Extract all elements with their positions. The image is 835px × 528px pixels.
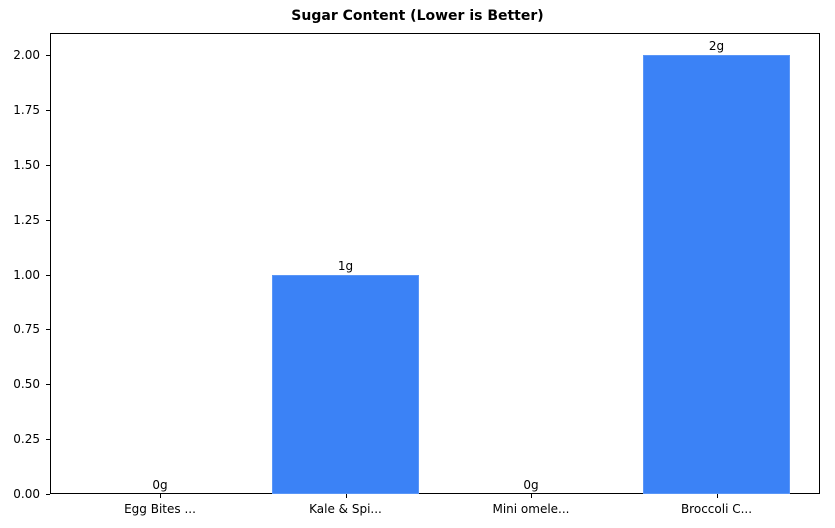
- bar: [643, 55, 790, 494]
- y-tick-label: 0.75: [13, 322, 40, 337]
- x-tick-mark: [531, 494, 532, 498]
- y-tick-mark: [46, 55, 50, 56]
- x-tick-mark: [716, 494, 718, 498]
- x-tick-label: Broccoli C...: [680, 502, 753, 516]
- y-tick-label: 0.25: [13, 432, 40, 447]
- y-tick-mark: [46, 219, 50, 221]
- y-tick-label: 0.50: [13, 377, 40, 392]
- bar-value-label: 2g: [708, 39, 725, 53]
- bar-value-label: 0g: [523, 478, 539, 492]
- y-tick-mark: [46, 274, 50, 276]
- x-tick-mark: [345, 494, 347, 498]
- x-tick-mark: [160, 494, 161, 498]
- x-tick-label: Egg Bites ...: [124, 502, 196, 516]
- y-tick-label: 2.00: [13, 48, 40, 62]
- y-tick-mark: [46, 439, 50, 441]
- y-tick-mark: [46, 109, 50, 111]
- bar: [272, 274, 419, 494]
- y-tick-mark: [46, 164, 50, 166]
- y-tick-mark: [46, 494, 50, 495]
- plot-area: [50, 33, 820, 494]
- y-tick-mark: [46, 384, 50, 386]
- x-tick-label: Kale & Spi...: [309, 502, 382, 516]
- y-tick-label: 1.50: [13, 157, 40, 172]
- y-tick-mark: [46, 329, 50, 331]
- y-tick-label: 1.00: [13, 267, 40, 282]
- y-tick-label: 0.00: [13, 487, 40, 501]
- chart-title: Sugar Content (Lower is Better): [291, 8, 544, 24]
- y-tick-label: 1.75: [13, 102, 40, 117]
- bar-value-label: 0g: [152, 478, 168, 492]
- bar-value-label: 1g: [337, 258, 354, 273]
- x-tick-label: Mini omele...: [492, 502, 570, 516]
- y-tick-label: 1.25: [13, 212, 40, 227]
